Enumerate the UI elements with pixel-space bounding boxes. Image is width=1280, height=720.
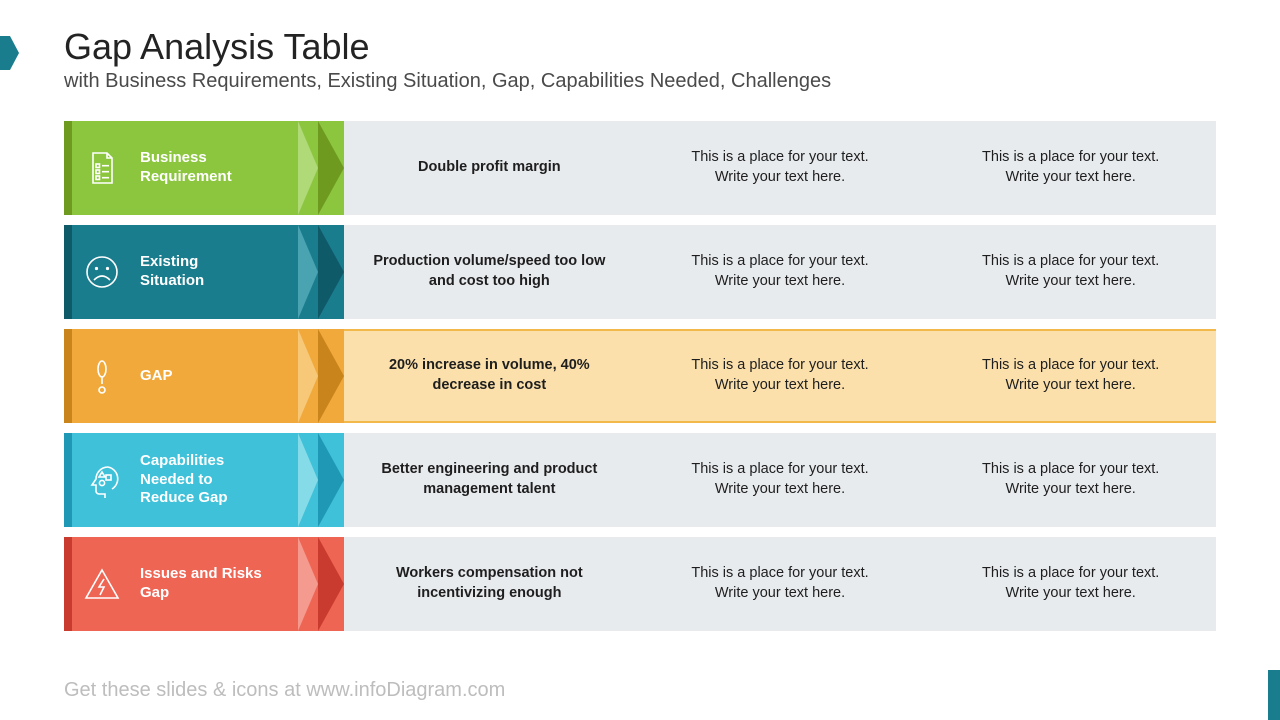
row-business-requirement: BusinessRequirementDouble profit marginT… bbox=[64, 121, 1216, 215]
col2-gap: This is a place for your text.Write your… bbox=[635, 331, 926, 421]
placeholder-line2: Write your text here. bbox=[715, 584, 845, 604]
sad-face-icon bbox=[64, 250, 140, 294]
col1-issues-risks: Workers compensation not incentivizing e… bbox=[344, 537, 635, 631]
arrow-dark bbox=[318, 225, 344, 319]
col1-capabilities: Better engineering and product managemen… bbox=[344, 433, 635, 527]
placeholder-line2: Write your text here. bbox=[715, 376, 845, 396]
label-text-gap: GAP bbox=[140, 367, 179, 386]
col1-business-requirement: Double profit margin bbox=[344, 121, 635, 215]
row-issues-risks: Issues and RisksGap Workers compensation … bbox=[64, 537, 1216, 631]
placeholder-line1: This is a place for your text. bbox=[982, 356, 1159, 376]
placeholder-line2: Write your text here. bbox=[715, 168, 845, 188]
row-existing-situation: ExistingSituation Production volume/speed… bbox=[64, 225, 1216, 319]
footer-prefix: Get these slides & icons at www. bbox=[64, 679, 354, 701]
label-text-existing-situation: ExistingSituation bbox=[140, 253, 210, 291]
col2-existing-situation: This is a place for your text.Write your… bbox=[635, 225, 926, 319]
placeholder-line1: This is a place for your text. bbox=[691, 148, 868, 168]
col1-gap: 20% increase in volume, 40% decrease in … bbox=[344, 331, 635, 421]
arrow-dark bbox=[318, 433, 344, 527]
placeholder-line1: This is a place for your text. bbox=[982, 252, 1159, 272]
placeholder-line2: Write your text here. bbox=[1006, 480, 1136, 500]
content-existing-situation: Production volume/speed too low and cost… bbox=[344, 225, 1216, 319]
content-business-requirement: Double profit marginThis is a place for … bbox=[344, 121, 1216, 215]
placeholder-line2: Write your text here. bbox=[1006, 376, 1136, 396]
head-shapes-icon bbox=[64, 458, 140, 502]
page-subtitle: with Business Requirements, Existing Sit… bbox=[64, 70, 1216, 93]
arrow-light bbox=[298, 433, 318, 527]
label-text-issues-risks: Issues and RisksGap bbox=[140, 565, 268, 603]
col2-capabilities: This is a place for your text.Write your… bbox=[635, 433, 926, 527]
col1-existing-situation: Production volume/speed too low and cost… bbox=[344, 225, 635, 319]
placeholder-line2: Write your text here. bbox=[1006, 168, 1136, 188]
gap-analysis-table: BusinessRequirementDouble profit marginT… bbox=[64, 121, 1216, 631]
placeholder-line1: This is a place for your text. bbox=[982, 460, 1159, 480]
arrow-light bbox=[298, 225, 318, 319]
placeholder-line2: Write your text here. bbox=[715, 480, 845, 500]
label-text-business-requirement: BusinessRequirement bbox=[140, 149, 238, 187]
placeholder-line2: Write your text here. bbox=[1006, 272, 1136, 292]
row-capabilities: CapabilitiesNeeded toReduce Gap Better en… bbox=[64, 433, 1216, 527]
placeholder-line2: Write your text here. bbox=[715, 272, 845, 292]
document-list-icon bbox=[64, 146, 140, 190]
label-gap: GAP bbox=[64, 329, 344, 423]
label-business-requirement: BusinessRequirement bbox=[64, 121, 344, 215]
label-existing-situation: ExistingSituation bbox=[64, 225, 344, 319]
placeholder-line1: This is a place for your text. bbox=[691, 460, 868, 480]
placeholder-line2: Write your text here. bbox=[1006, 584, 1136, 604]
header: Gap Analysis Table with Business Require… bbox=[0, 0, 1280, 93]
placeholder-line1: This is a place for your text. bbox=[982, 148, 1159, 168]
col3-issues-risks: This is a place for your text.Write your… bbox=[925, 537, 1216, 631]
col3-capabilities: This is a place for your text.Write your… bbox=[925, 433, 1216, 527]
col3-existing-situation: This is a place for your text.Write your… bbox=[925, 225, 1216, 319]
arrow-light bbox=[298, 121, 318, 215]
arrow-dark bbox=[318, 537, 344, 631]
footer-credit: Get these slides & icons at www.infoDiag… bbox=[64, 679, 505, 702]
label-issues-risks: Issues and RisksGap bbox=[64, 537, 344, 631]
footer-brand-rest: Diagram.com bbox=[386, 679, 505, 701]
col2-issues-risks: This is a place for your text.Write your… bbox=[635, 537, 926, 631]
placeholder-line1: This is a place for your text. bbox=[982, 564, 1159, 584]
content-issues-risks: Workers compensation not incentivizing e… bbox=[344, 537, 1216, 631]
placeholder-line1: This is a place for your text. bbox=[691, 252, 868, 272]
row-gap: GAP 20% increase in volume, 40% decrease … bbox=[64, 329, 1216, 423]
warning-bolt-icon bbox=[64, 562, 140, 606]
col2-business-requirement: This is a place for your text.Write your… bbox=[635, 121, 926, 215]
accent-left-bar bbox=[0, 36, 10, 70]
col3-gap: This is a place for your text.Write your… bbox=[925, 331, 1216, 421]
col3-business-requirement: This is a place for your text.Write your… bbox=[925, 121, 1216, 215]
content-capabilities: Better engineering and product managemen… bbox=[344, 433, 1216, 527]
exclaim-icon bbox=[64, 354, 140, 398]
label-capabilities: CapabilitiesNeeded toReduce Gap bbox=[64, 433, 344, 527]
label-text-capabilities: CapabilitiesNeeded toReduce Gap bbox=[140, 452, 234, 508]
accent-right-bar bbox=[1268, 670, 1280, 720]
placeholder-line1: This is a place for your text. bbox=[691, 564, 868, 584]
content-gap: 20% increase in volume, 40% decrease in … bbox=[344, 329, 1216, 423]
arrow-dark bbox=[318, 121, 344, 215]
arrow-light bbox=[298, 537, 318, 631]
page-title: Gap Analysis Table bbox=[64, 26, 1216, 68]
footer-brand-bold: info bbox=[354, 679, 386, 701]
arrow-light bbox=[298, 329, 318, 423]
placeholder-line1: This is a place for your text. bbox=[691, 356, 868, 376]
arrow-dark bbox=[318, 329, 344, 423]
